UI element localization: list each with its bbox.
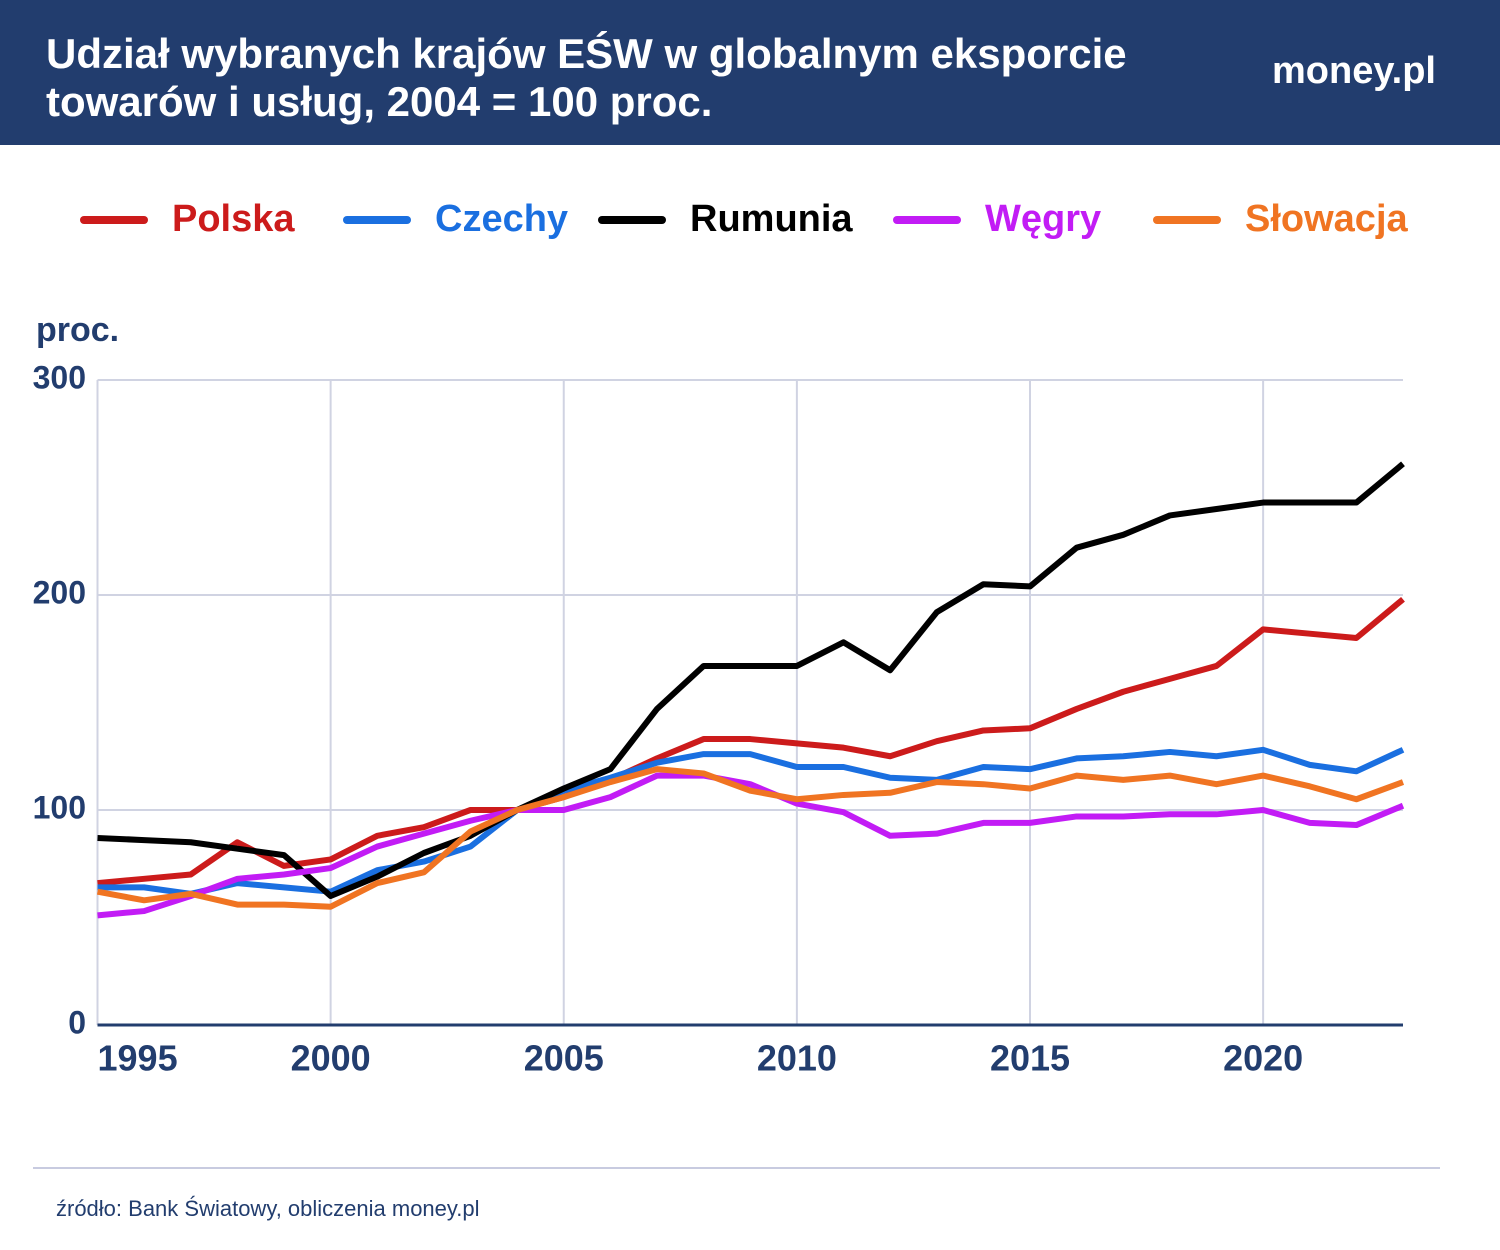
legend-label: Węgry xyxy=(985,198,1101,240)
chart-title: Udział wybranych krajów EŚW w globalnym … xyxy=(46,30,1127,125)
legend-label: Rumunia xyxy=(690,198,853,240)
y-tick-label: 0 xyxy=(68,1004,86,1040)
x-tick-label: 2010 xyxy=(757,1038,837,1079)
x-tick-label: 1995 xyxy=(98,1038,178,1079)
legend-label: Czechy xyxy=(435,198,568,240)
series-line xyxy=(97,596,1405,887)
x-tick-label: 2005 xyxy=(524,1038,604,1079)
series-line xyxy=(97,746,1405,897)
x-tick-label: 2000 xyxy=(291,1038,371,1079)
series-line xyxy=(97,772,1405,919)
legend-label: Słowacja xyxy=(1245,198,1408,240)
source: źródło: Bank Światowy, obliczenia money.… xyxy=(56,1196,480,1221)
y-axis-label: proc. xyxy=(36,311,119,349)
series-line xyxy=(97,461,1405,899)
y-tick-label: 100 xyxy=(33,789,86,825)
y-tick-label: 300 xyxy=(33,359,86,395)
header: Udział wybranych krajów EŚW w globalnym … xyxy=(0,0,1500,145)
x-tick-label: 2020 xyxy=(1223,1038,1303,1079)
y-tick-label: 200 xyxy=(33,574,86,610)
legend-label: Polska xyxy=(172,198,295,240)
series-line xyxy=(96,766,1405,910)
brand-logo: money.pl xyxy=(1272,50,1436,92)
x-tick-label: 2015 xyxy=(990,1038,1070,1079)
